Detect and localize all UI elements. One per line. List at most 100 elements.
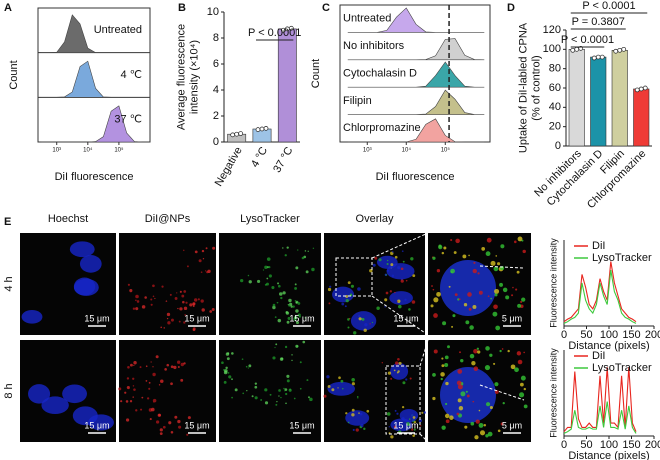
puncta bbox=[468, 254, 470, 257]
puncta bbox=[381, 362, 383, 364]
puncta bbox=[201, 249, 205, 253]
puncta bbox=[340, 379, 344, 383]
panel-label: B bbox=[178, 2, 186, 14]
series-label: 4 ℃ bbox=[120, 69, 142, 81]
scale-bar-label: 15 μm bbox=[84, 420, 109, 430]
puncta bbox=[441, 251, 445, 255]
puncta bbox=[165, 300, 168, 302]
puncta bbox=[284, 390, 286, 392]
puncta bbox=[135, 409, 138, 412]
replicate-point bbox=[288, 25, 294, 31]
puncta bbox=[487, 295, 490, 298]
y-axis-label: Fluorescence intensity bbox=[548, 348, 558, 438]
puncta bbox=[511, 294, 514, 297]
puncta bbox=[411, 428, 414, 431]
puncta bbox=[477, 272, 480, 275]
puncta bbox=[212, 246, 216, 250]
puncta bbox=[471, 361, 476, 366]
puncta bbox=[295, 309, 299, 313]
puncta bbox=[160, 381, 162, 383]
puncta bbox=[248, 364, 252, 368]
puncta bbox=[150, 303, 153, 306]
puncta bbox=[278, 284, 281, 288]
puncta bbox=[274, 316, 277, 319]
puncta bbox=[440, 372, 445, 377]
puncta bbox=[272, 356, 276, 360]
puncta bbox=[444, 413, 450, 419]
puncta bbox=[436, 269, 441, 273]
puncta bbox=[378, 258, 382, 262]
puncta bbox=[385, 291, 389, 295]
puncta bbox=[522, 249, 526, 254]
scale-bar-label: 15 μm bbox=[84, 313, 109, 323]
puncta bbox=[179, 290, 182, 293]
puncta bbox=[485, 402, 491, 407]
puncta bbox=[269, 393, 272, 396]
puncta bbox=[441, 364, 445, 368]
y-tick-label: 6 bbox=[213, 58, 219, 70]
puncta bbox=[133, 364, 135, 367]
puncta bbox=[492, 311, 498, 317]
puncta bbox=[256, 279, 261, 283]
series-label: No inhibitors bbox=[343, 40, 405, 52]
puncta bbox=[158, 384, 161, 386]
puncta bbox=[484, 364, 491, 371]
puncta bbox=[168, 421, 172, 425]
x-tick-label: 50 bbox=[580, 439, 592, 451]
puncta bbox=[152, 372, 156, 377]
nucleus bbox=[41, 396, 69, 415]
panel-label: D bbox=[507, 2, 515, 14]
y-axis-label: Uptake of DiI-labled CPNA bbox=[517, 22, 529, 153]
puncta bbox=[478, 290, 483, 295]
puncta bbox=[432, 373, 436, 377]
puncta bbox=[500, 422, 504, 426]
puncta bbox=[412, 434, 415, 437]
puncta bbox=[120, 400, 123, 403]
puncta bbox=[140, 408, 143, 411]
puncta bbox=[185, 301, 188, 304]
puncta bbox=[155, 355, 159, 359]
puncta bbox=[241, 358, 244, 360]
scale-bar-label: 15 μm bbox=[184, 420, 209, 430]
zoom-box bbox=[335, 257, 373, 297]
puncta bbox=[178, 425, 182, 429]
puncta bbox=[357, 287, 361, 291]
nucleus bbox=[440, 260, 496, 316]
puncta bbox=[395, 361, 399, 365]
puncta bbox=[186, 265, 189, 268]
x-tick-label: 10⁴ bbox=[402, 147, 412, 154]
puncta bbox=[187, 416, 191, 420]
puncta bbox=[182, 300, 185, 304]
puncta bbox=[279, 292, 283, 296]
puncta bbox=[478, 409, 481, 412]
puncta bbox=[494, 293, 498, 297]
puncta bbox=[441, 357, 444, 360]
puncta bbox=[470, 421, 475, 426]
puncta bbox=[174, 415, 178, 419]
puncta bbox=[421, 411, 424, 414]
puncta bbox=[386, 262, 389, 266]
series-label: 37 ℃ bbox=[114, 114, 142, 126]
zoom-guide bbox=[371, 232, 429, 259]
puncta bbox=[221, 361, 224, 365]
puncta bbox=[284, 345, 288, 349]
puncta bbox=[297, 249, 299, 251]
puncta bbox=[478, 422, 484, 428]
puncta bbox=[360, 424, 364, 428]
puncta bbox=[278, 395, 280, 397]
puncta bbox=[280, 296, 283, 300]
puncta bbox=[465, 390, 468, 393]
puncta bbox=[291, 354, 293, 356]
puncta bbox=[170, 365, 174, 369]
puncta bbox=[277, 318, 282, 323]
puncta bbox=[398, 361, 402, 365]
puncta bbox=[141, 396, 144, 399]
puncta bbox=[514, 240, 517, 244]
scale-bar-label: 15 μm bbox=[184, 313, 209, 323]
puncta bbox=[493, 266, 499, 272]
puncta bbox=[274, 346, 276, 349]
puncta bbox=[465, 320, 470, 325]
puncta bbox=[135, 307, 139, 311]
puncta bbox=[502, 401, 505, 405]
puncta bbox=[473, 366, 479, 372]
